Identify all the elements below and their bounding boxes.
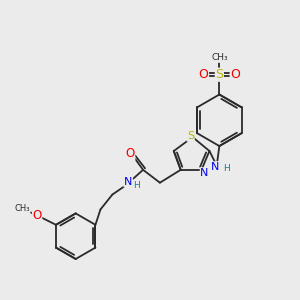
Text: N: N bbox=[211, 162, 220, 172]
Text: S: S bbox=[215, 68, 223, 81]
Text: N: N bbox=[124, 177, 132, 187]
Text: CH₃: CH₃ bbox=[14, 204, 30, 213]
Text: O: O bbox=[199, 68, 208, 81]
Text: N: N bbox=[200, 168, 209, 178]
Text: CH₃: CH₃ bbox=[211, 53, 228, 62]
Text: O: O bbox=[126, 148, 135, 160]
Text: O: O bbox=[32, 209, 42, 222]
Text: S: S bbox=[187, 131, 194, 141]
Text: O: O bbox=[230, 68, 240, 81]
Text: H: H bbox=[223, 164, 230, 173]
Text: H: H bbox=[133, 181, 140, 190]
